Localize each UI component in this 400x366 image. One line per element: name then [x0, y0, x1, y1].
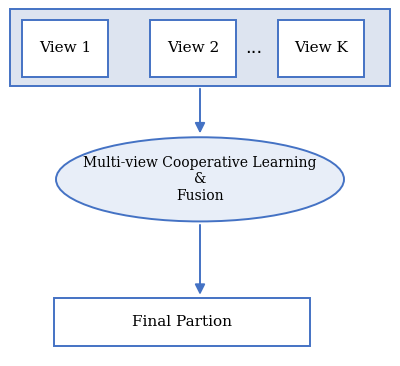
- Text: Multi-view Cooperative Learning
&
Fusion: Multi-view Cooperative Learning & Fusion: [83, 156, 317, 202]
- Text: Final Partion: Final Partion: [132, 315, 232, 329]
- FancyBboxPatch shape: [278, 20, 364, 77]
- FancyBboxPatch shape: [10, 9, 390, 86]
- Text: View 2: View 2: [167, 41, 219, 56]
- FancyBboxPatch shape: [150, 20, 236, 77]
- Text: ...: ...: [245, 38, 263, 57]
- Text: View 1: View 1: [39, 41, 91, 56]
- Ellipse shape: [56, 137, 344, 221]
- FancyBboxPatch shape: [54, 298, 310, 346]
- Text: View K: View K: [294, 41, 348, 56]
- FancyBboxPatch shape: [22, 20, 108, 77]
